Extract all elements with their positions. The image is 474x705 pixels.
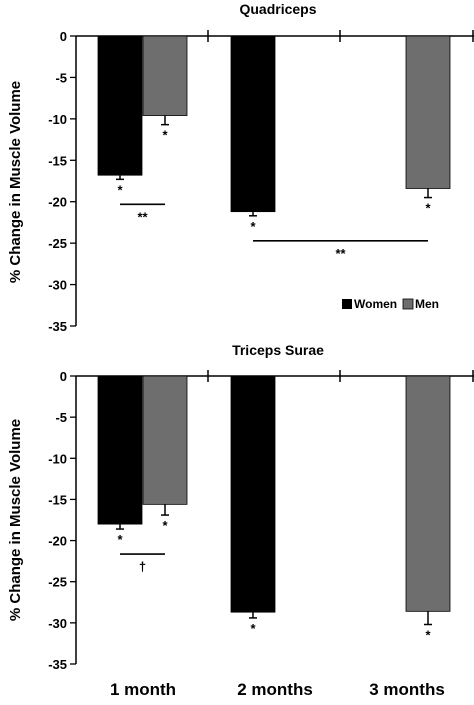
p1-significance-star-women-1: * [117, 182, 123, 197]
p1-y-tick-label-25: -25 [48, 236, 67, 251]
p2-bar-women-1 [97, 375, 143, 525]
p2-y-tick-label-25: -25 [48, 575, 67, 590]
p1-bar-women-1 [97, 35, 143, 176]
p1-y-tick-label-10: -10 [48, 112, 67, 127]
legend-label-women: Women [354, 297, 397, 311]
p1-bar-women-2 [230, 35, 276, 213]
x-category-label-2: 2 months [237, 680, 313, 699]
p2-y-tick-label-0: 0 [60, 369, 67, 384]
p2-chart-title: Triceps Surae [232, 342, 324, 358]
p2-significance-star-women-2: * [250, 621, 256, 636]
legend-swatch-men [402, 298, 414, 310]
p1-significance-star-men-3: * [425, 201, 431, 216]
p2-comparison-label-1: † [139, 559, 146, 574]
p1-significance-star-women-2: * [250, 219, 256, 234]
p1-y-tick-label-15: -15 [48, 153, 67, 168]
legend: Women Men [342, 297, 439, 311]
p2-y-tick-label-35: -35 [48, 657, 67, 672]
y-axis-label-top: % Change in Muscle Volume [7, 81, 24, 283]
p2-y-tick-label-20: -20 [48, 534, 67, 549]
p1-bar-men-1 [142, 35, 188, 116]
p2-bar-men-1 [142, 375, 188, 505]
x-category-label-3: 3 months [369, 680, 445, 699]
y-axis-label-bottom: % Change in Muscle Volume [7, 419, 24, 621]
p1-chart-title: Quadriceps [239, 1, 316, 17]
legend-label-men: Men [415, 297, 439, 311]
p1-y-tick-label-35: -35 [48, 319, 67, 334]
x-category-label-1: 1 month [110, 680, 176, 699]
p2-bar-men-3 [405, 375, 451, 612]
p2-y-tick-label-30: -30 [48, 616, 67, 631]
p1-y-tick-label-30: -30 [48, 278, 67, 293]
p2-y-tick-label-10: -10 [48, 451, 67, 466]
p2-y-tick-label-15: -15 [48, 492, 67, 507]
p1-significance-star-men-1: * [162, 128, 168, 143]
p1-y-tick-label-0: 0 [60, 29, 67, 44]
p1-y-tick-label-20: -20 [48, 195, 67, 210]
p2-bar-women-2 [230, 375, 276, 613]
legend-swatch-women [342, 299, 352, 309]
p1-y-tick-label-5: -5 [55, 70, 67, 85]
p2-significance-star-women-1: * [117, 532, 123, 547]
p1-bar-men-3 [405, 35, 451, 189]
p2-significance-star-men-1: * [162, 518, 168, 533]
p2-y-tick-label-5: -5 [55, 410, 67, 425]
p1-comparison-label-2: ** [335, 246, 346, 261]
p2-significance-star-men-3: * [425, 628, 431, 643]
p1-comparison-label-1: ** [137, 209, 148, 224]
